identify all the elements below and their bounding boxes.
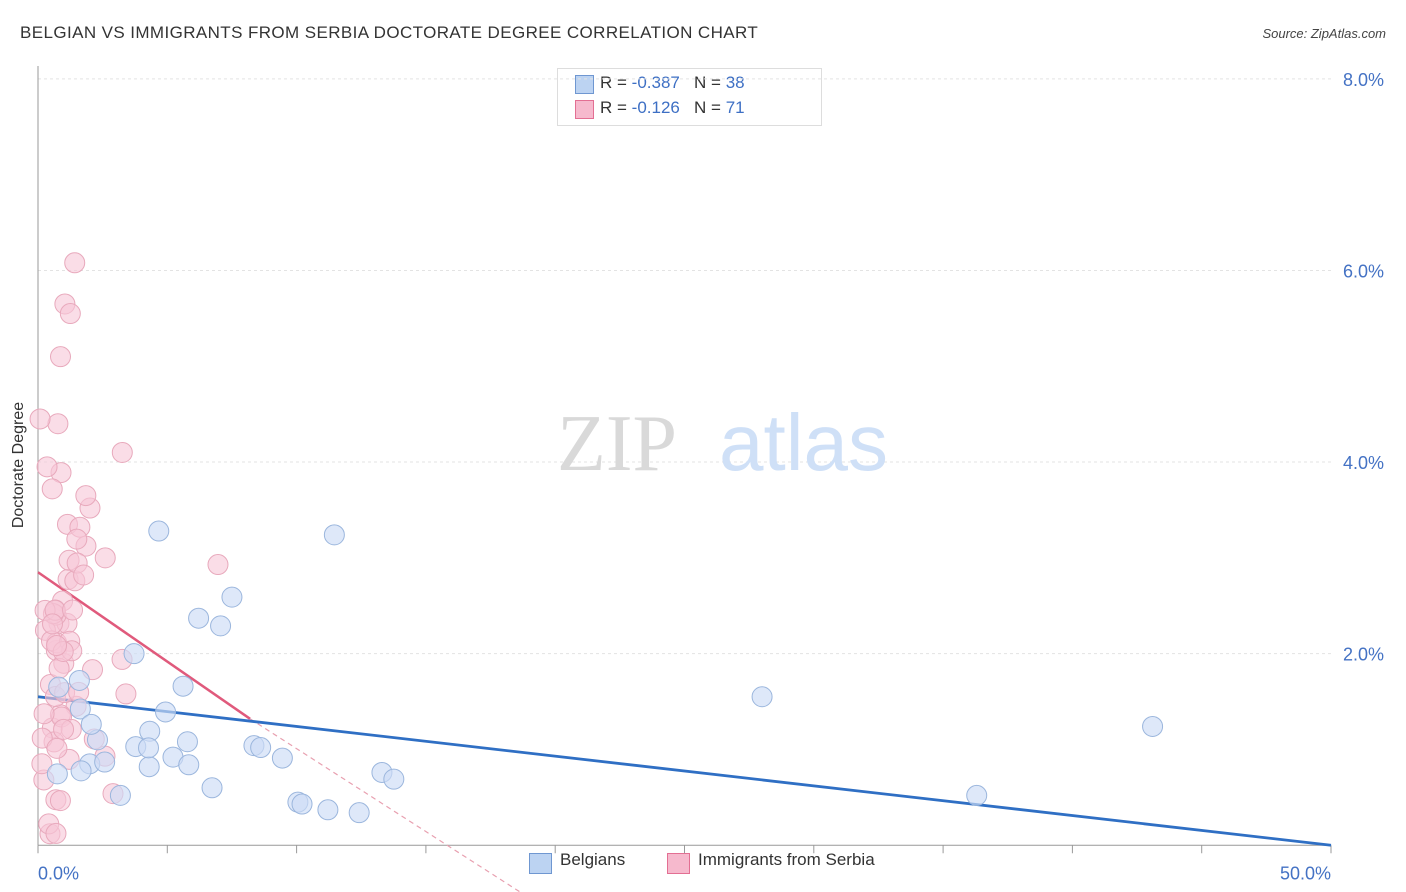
svg-text:0.0%: 0.0% bbox=[38, 863, 79, 883]
svg-text:50.0%: 50.0% bbox=[1280, 863, 1331, 883]
svg-text:8.0%: 8.0% bbox=[1343, 70, 1384, 90]
svg-text:4.0%: 4.0% bbox=[1343, 453, 1384, 473]
svg-text:ZIP: ZIP bbox=[557, 400, 677, 488]
svg-text:2.0%: 2.0% bbox=[1343, 645, 1384, 665]
svg-text:6.0%: 6.0% bbox=[1343, 261, 1384, 281]
svg-text:atlas: atlas bbox=[719, 398, 888, 487]
